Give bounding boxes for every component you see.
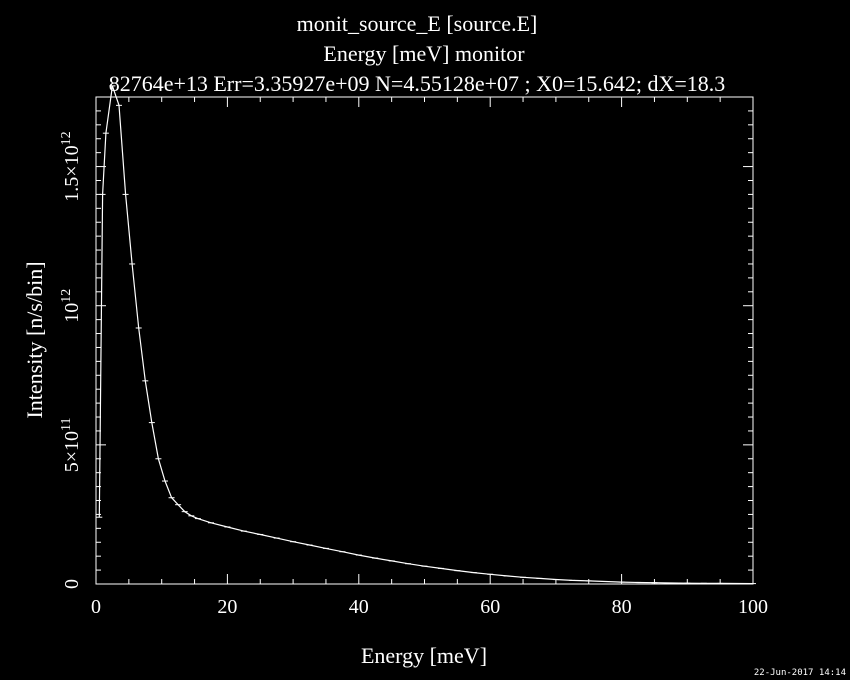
x-tick-label: 80 <box>612 596 632 618</box>
y-tick-label: 0 <box>61 579 83 589</box>
chart-title: monit_source_E [source.E] <box>297 11 538 36</box>
chart-stats-line: 82764e+13 Err=3.35927e+09 N=4.55128e+07 … <box>109 71 726 96</box>
chart-subtitle: Energy [meV] monitor <box>323 41 525 66</box>
x-axis-tick-labels: 0 20 40 60 80 100 <box>91 596 768 618</box>
timestamp: 22-Jun-2017 14:14 <box>754 668 846 678</box>
x-axis-ticks <box>95 97 754 584</box>
x-axis-label: Energy [meV] <box>361 643 487 668</box>
y-axis-label: Intensity [n/s/bin] <box>22 261 47 418</box>
y-tick-label: 1.5×1012 <box>59 131 83 201</box>
x-tick-label: 60 <box>480 596 500 618</box>
x-tick-label: 0 <box>91 596 101 618</box>
x-tick-label: 100 <box>738 596 768 618</box>
x-tick-label: 20 <box>217 596 237 618</box>
plot-area <box>96 85 756 585</box>
x-tick-label: 40 <box>349 596 369 618</box>
error-bars <box>96 85 756 585</box>
